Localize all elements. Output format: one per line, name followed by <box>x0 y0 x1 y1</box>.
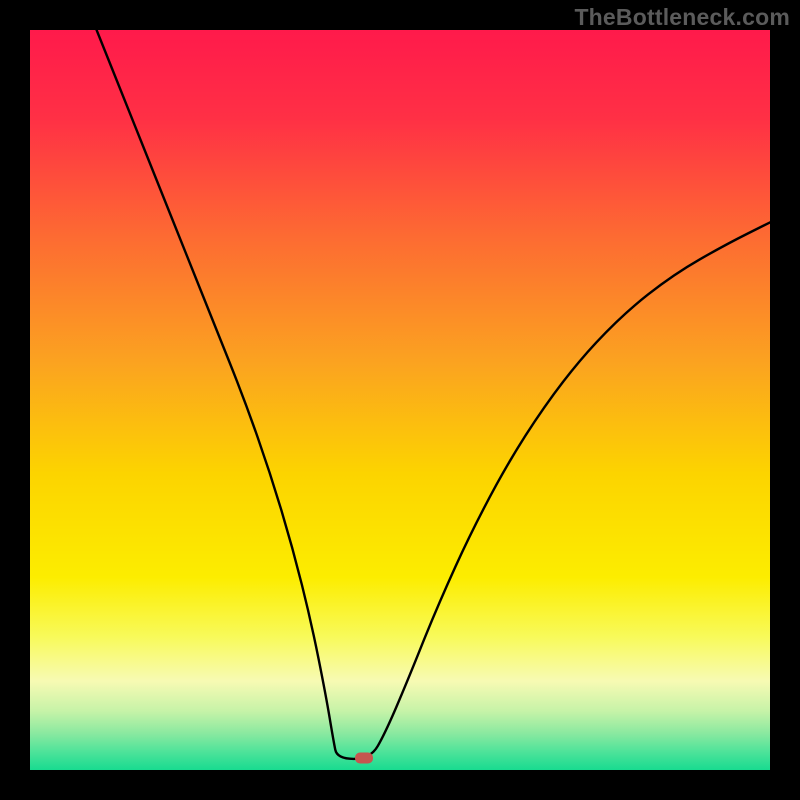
watermark-text: TheBottleneck.com <box>574 4 790 31</box>
plot-area <box>30 30 770 770</box>
chart-frame: TheBottleneck.com <box>0 0 800 800</box>
bottleneck-curve <box>30 30 770 770</box>
optimum-marker <box>355 753 373 764</box>
